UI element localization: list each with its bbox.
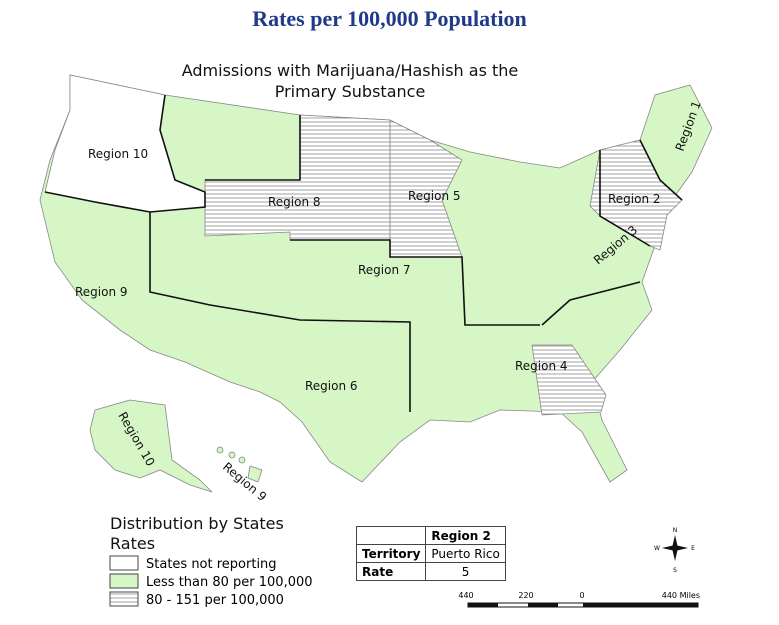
scale-label: 440 xyxy=(458,591,473,600)
legend-swatch-low xyxy=(109,573,139,589)
compass-letter: N xyxy=(673,527,678,534)
compass-letter: E xyxy=(691,545,695,552)
region-label: Region 9 xyxy=(220,460,269,504)
hatched-ga xyxy=(531,344,607,416)
legend-item: Less than 80 per 100,000 xyxy=(146,575,313,590)
compass xyxy=(662,535,688,561)
territory-table: Region 2 Territory Puerto Rico Rate 5 xyxy=(355,526,506,581)
hawaii xyxy=(216,446,263,483)
region-label: Region 6 xyxy=(305,379,358,393)
legend-item: States not reporting xyxy=(146,557,277,572)
region-label: Region 10 xyxy=(88,147,148,161)
compass-letter: S xyxy=(673,567,677,574)
region-label: Region 8 xyxy=(268,195,321,209)
subtitle: Admissions with Marijuana/Hashish as the… xyxy=(181,61,519,101)
table-cell: Puerto Rico xyxy=(425,544,506,563)
region-label: Region 2 xyxy=(608,192,661,206)
table-cell: Territory xyxy=(355,544,427,563)
region-label: Region 7 xyxy=(358,263,411,277)
legend-item: 80 - 151 per 100,000 xyxy=(146,593,284,608)
table-header: Region 2 xyxy=(425,526,506,545)
legend-title: Distribution by States Rates xyxy=(110,514,284,553)
table-cell: Rate xyxy=(355,562,427,581)
legend-swatch-not-reporting xyxy=(109,555,139,571)
scale-bar xyxy=(467,602,699,608)
legend-swatch-high xyxy=(109,591,139,607)
title: Rates per 100,000 Population xyxy=(252,6,527,31)
scale-label: 220 xyxy=(518,591,533,600)
scale-label: 440 Miles xyxy=(662,591,700,600)
compass-letter: W xyxy=(654,545,660,552)
region-label: Region 4 xyxy=(515,359,568,373)
table-cell: 5 xyxy=(425,562,506,581)
alaska xyxy=(89,399,213,493)
scale-label: 0 xyxy=(579,591,584,600)
region-boundaries xyxy=(44,94,683,412)
table-corner xyxy=(355,526,427,545)
region-label: Region 9 xyxy=(75,285,128,299)
region-label: Region 5 xyxy=(408,189,461,203)
